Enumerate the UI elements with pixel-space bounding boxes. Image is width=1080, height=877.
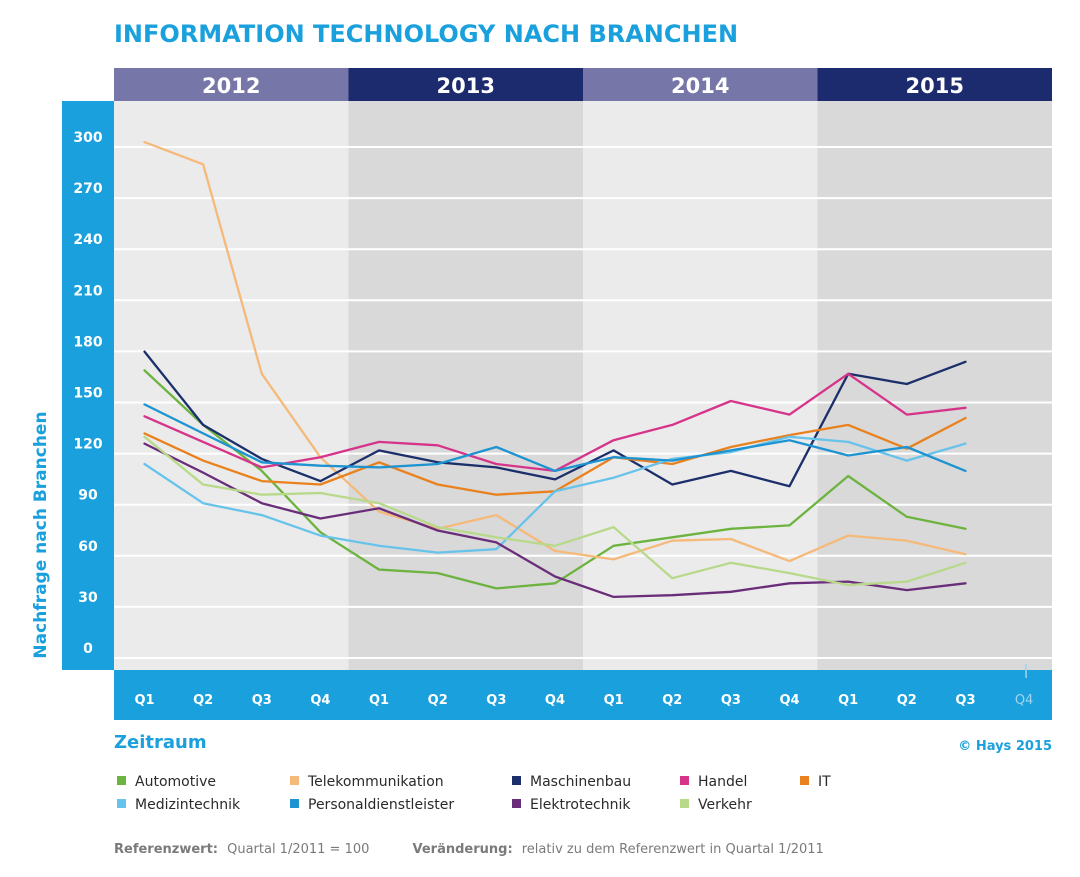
year-header-2012 bbox=[114, 68, 349, 101]
copyright: © Hays 2015 bbox=[958, 739, 1052, 754]
footnote-change-text: relativ zu dem Referenzwert in Quartal 1… bbox=[522, 842, 824, 857]
plot-band-2014 bbox=[583, 101, 818, 670]
legend-swatch-medizintechnik bbox=[117, 799, 126, 808]
legend-swatch-elektrotechnik bbox=[512, 799, 521, 808]
chart-title: INFORMATION TECHNOLOGY NACH BRANCHEN bbox=[114, 20, 738, 48]
y-tick-60: 60 bbox=[78, 539, 98, 555]
year-label-2015: 2015 bbox=[906, 74, 964, 98]
year-bands: 2012 2013 2014 2015 bbox=[114, 68, 1052, 101]
legend-label-maschinenbau: Maschinenbau bbox=[530, 774, 631, 790]
x-tick-14: Q2 bbox=[897, 693, 917, 708]
series-line-telekommunikation bbox=[143, 140, 967, 563]
series-line-verkehr bbox=[143, 435, 967, 587]
legend-swatch-it bbox=[800, 776, 809, 785]
x-axis-label: Zeitraum bbox=[114, 732, 207, 753]
plot-band-2013 bbox=[348, 101, 583, 670]
y-tick-240: 240 bbox=[73, 232, 102, 248]
plot-band-2015 bbox=[817, 101, 1052, 670]
legend-label-handel: Handel bbox=[698, 774, 747, 790]
year-header-2014 bbox=[583, 68, 818, 101]
year-label-2012: 2012 bbox=[202, 74, 260, 98]
x-tick-10: Q2 bbox=[662, 693, 682, 708]
series-line-medizintechnik bbox=[143, 435, 967, 554]
legend-swatch-handel bbox=[680, 776, 689, 785]
series-line-personaldienstleister bbox=[143, 403, 967, 473]
x-tick-1: Q1 bbox=[134, 693, 154, 708]
plot-background bbox=[114, 101, 1052, 670]
x-tick-6: Q2 bbox=[428, 693, 448, 708]
legend-label-automotive: Automotive bbox=[135, 774, 216, 790]
series-line-automotive bbox=[143, 369, 967, 590]
year-label-2014: 2014 bbox=[671, 74, 729, 98]
year-header-2015 bbox=[817, 68, 1052, 101]
legend: Automotive Telekommunikation Maschinenbau H… bbox=[117, 774, 831, 813]
y-tick-labels: 0 30 60 90 120 150 180 210 240 270 300 bbox=[73, 130, 102, 657]
x-tick-2: Q2 bbox=[193, 693, 213, 708]
x-tick-15: Q3 bbox=[955, 693, 975, 708]
legend-swatch-verkehr bbox=[680, 799, 689, 808]
x-tick-5: Q1 bbox=[369, 693, 389, 708]
x-tick-labels: Q1 Q2 Q3 Q4 Q1 Q2 Q3 Q4 Q1 Q2 Q3 Q4 Q1 Q2 Q3 Q4 bbox=[134, 664, 1033, 708]
legend-label-verkehr: Verkehr bbox=[698, 797, 752, 813]
y-tick-30: 30 bbox=[78, 590, 98, 606]
y-axis-label: Nachfrage nach Branchen bbox=[31, 411, 51, 658]
gridlines bbox=[114, 146, 1052, 659]
legend-swatch-maschinenbau bbox=[512, 776, 521, 785]
x-tick-4: Q4 bbox=[310, 693, 330, 708]
x-tick-11: Q3 bbox=[721, 693, 741, 708]
y-axis-bar bbox=[62, 101, 114, 670]
legend-label-personaldienstleister: Personaldienstleister bbox=[308, 797, 454, 813]
x-tick-12: Q4 bbox=[779, 693, 799, 708]
legend-swatch-personaldienstleister bbox=[290, 799, 299, 808]
x-tick-16: Q4 bbox=[1015, 693, 1034, 708]
y-tick-300: 300 bbox=[73, 130, 102, 146]
y-tick-0: 0 bbox=[83, 641, 93, 657]
y-tick-150: 150 bbox=[73, 386, 102, 402]
year-header-2013 bbox=[348, 68, 583, 101]
x-tick-7: Q3 bbox=[486, 693, 506, 708]
plot-band-2012 bbox=[114, 101, 349, 670]
x-tick-3: Q3 bbox=[252, 693, 272, 708]
y-tick-210: 210 bbox=[73, 283, 102, 299]
x-tick-8: Q4 bbox=[545, 693, 565, 708]
legend-label-medizintechnik: Medizintechnik bbox=[135, 797, 241, 813]
y-tick-180: 180 bbox=[73, 334, 102, 350]
year-label-2013: 2013 bbox=[437, 74, 495, 98]
legend-label-it: IT bbox=[818, 774, 831, 790]
series-lines bbox=[143, 140, 967, 599]
legend-label-elektrotechnik: Elektrotechnik bbox=[530, 797, 631, 813]
legend-label-telekommunikation: Telekommunikation bbox=[307, 774, 444, 790]
legend-swatch-automotive bbox=[117, 776, 126, 785]
x-tick-9: Q1 bbox=[604, 693, 624, 708]
x-tick-13: Q1 bbox=[838, 693, 858, 708]
y-tick-90: 90 bbox=[78, 488, 98, 504]
legend-swatch-telekommunikation bbox=[290, 776, 299, 785]
footnote-ref-text: Quartal 1/2011 = 100 bbox=[227, 842, 369, 857]
y-tick-120: 120 bbox=[73, 437, 102, 453]
footnote-change-label: Veränderung: bbox=[412, 842, 512, 857]
series-line-maschinenbau bbox=[143, 350, 967, 488]
footnote: Referenzwert: Quartal 1/2011 = 100 Verän… bbox=[114, 838, 824, 857]
x-axis-bar bbox=[114, 670, 1052, 720]
y-tick-270: 270 bbox=[73, 181, 102, 197]
footnote-ref-label: Referenzwert: bbox=[114, 842, 218, 857]
